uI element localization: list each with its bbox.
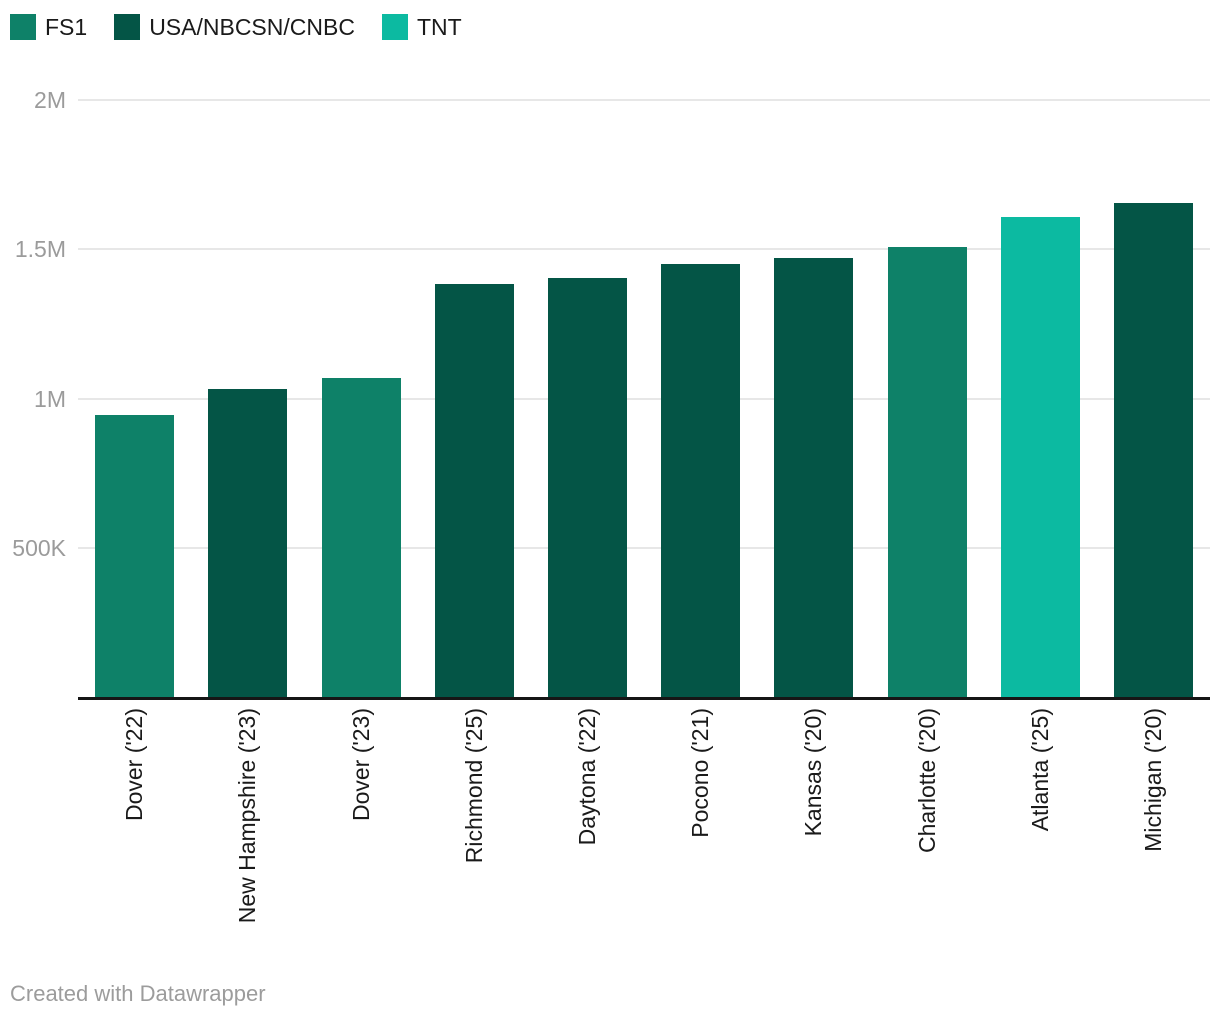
x-axis-label: Daytona ('22) [573, 708, 600, 846]
bar-column [1097, 100, 1210, 698]
gridline-1m [78, 398, 1210, 400]
x-axis-label: Atlanta ('25) [1026, 708, 1053, 832]
legend-swatch-usa-nbcsn-cnbc [114, 14, 141, 40]
legend-label: USA/NBCSN/CNBC [149, 14, 355, 40]
legend-label: FS1 [45, 14, 88, 40]
legend-item-tnt: TNT [381, 14, 462, 40]
bar-column [531, 100, 644, 698]
x-axis-label: Charlotte ('20) [913, 708, 940, 854]
plot-area [78, 99, 1210, 700]
bar-column [304, 100, 417, 698]
x-axis-label-cell: Kansas ('20) [757, 708, 870, 976]
x-axis-label: Kansas ('20) [800, 708, 827, 837]
x-axis-label: Dover ('22) [121, 708, 148, 822]
x-axis-labels: Dover ('22) New Hampshire ('23) Dover ('23… [78, 708, 1210, 976]
legend-item-fs1: FS1 [10, 14, 87, 40]
bar[interactable] [1113, 203, 1193, 698]
gridline-2m [78, 99, 1210, 101]
bar-column [191, 100, 304, 698]
bar[interactable] [1000, 217, 1080, 698]
x-axis-label: Michigan ('20) [1139, 708, 1166, 852]
x-axis-label-cell: Michigan ('20) [1097, 708, 1210, 976]
x-axis-label-cell: Daytona ('22) [531, 708, 644, 976]
bar[interactable] [887, 247, 967, 698]
gridline-1-5m [78, 248, 1210, 250]
legend-swatch-fs1 [10, 14, 36, 40]
bar-column [644, 100, 757, 698]
x-axis-label-cell: Dover ('23) [304, 708, 417, 976]
bar-column [78, 100, 191, 698]
bar[interactable] [434, 284, 514, 698]
bar[interactable] [661, 264, 741, 698]
bars-container [78, 100, 1210, 698]
legend-label: TNT [416, 14, 462, 40]
bar[interactable] [321, 378, 401, 698]
x-axis-label: Pocono ('21) [687, 708, 714, 838]
bar-column [984, 100, 1097, 698]
legend: FS1 USA/NBCSN/CNBC TNT [10, 14, 462, 40]
x-axis-label-cell: Richmond ('25) [418, 708, 531, 976]
x-axis-label-cell: Pocono ('21) [644, 708, 757, 976]
attribution-text: Created with Datawrapper [10, 981, 266, 1006]
legend-item-usa-nbcsn-cnbc: USA/NBCSN/CNBC [114, 14, 355, 40]
x-axis-label: New Hampshire ('23) [234, 708, 261, 924]
x-axis-label-cell: Atlanta ('25) [984, 708, 1097, 976]
bar-column [757, 100, 870, 698]
x-axis-label-cell: Charlotte ('20) [870, 708, 983, 976]
gridline-500k [78, 547, 1210, 549]
bar-column [418, 100, 531, 698]
y-axis-tick-500k: 500K [12, 535, 66, 561]
y-axis-tick-1-5m: 1.5M [14, 236, 66, 262]
x-axis-line [78, 697, 1210, 700]
x-axis-label-cell: New Hampshire ('23) [191, 708, 304, 976]
bar[interactable] [547, 278, 627, 698]
y-axis-tick-1m: 1M [34, 386, 66, 412]
y-axis-tick-2m: 2M [34, 87, 66, 113]
legend-swatch-tnt [381, 14, 408, 40]
x-axis-label: Dover ('23) [347, 708, 374, 822]
bar[interactable] [95, 415, 175, 698]
bar-column [870, 100, 983, 698]
x-axis-label: Richmond ('25) [460, 708, 487, 864]
x-axis-label-cell: Dover ('22) [78, 708, 191, 976]
bar[interactable] [774, 258, 854, 698]
bar[interactable] [208, 389, 288, 698]
